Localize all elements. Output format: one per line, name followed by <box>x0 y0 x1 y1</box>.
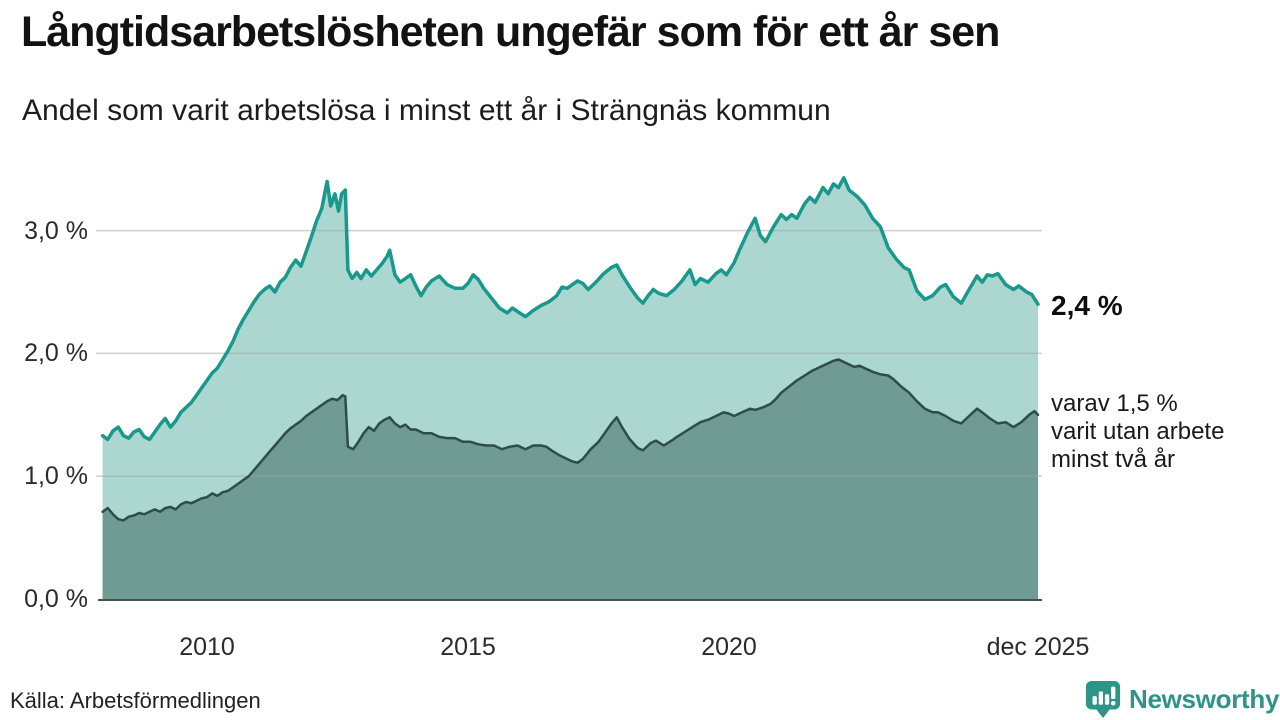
newsworthy-logo-icon <box>1085 680 1121 718</box>
y-axis-label: 3,0 % <box>24 216 88 245</box>
source-note: Källa: Arbetsförmedlingen <box>10 688 261 713</box>
x-axis-label: 2010 <box>179 633 235 661</box>
gridlines <box>96 229 1042 477</box>
series-line-two-year <box>101 358 1040 522</box>
y-axis-label: 1,0 % <box>24 462 88 491</box>
annotation-line: varav 1,5 % <box>1051 390 1178 417</box>
chart-subtitle: Andel som varit arbetslösa i minst ett å… <box>22 94 831 127</box>
annotation-line: minst två år <box>1051 446 1176 473</box>
series-line-total <box>100 176 1040 442</box>
y-axis-label: 0,0 % <box>24 585 88 613</box>
page-title: Långtidsarbetslösheten ungefär som för e… <box>21 8 1000 56</box>
annotation-line: varit utan arbete <box>1051 418 1225 445</box>
x-axis-label: 2015 <box>440 633 496 661</box>
x-axis-label: 2020 <box>701 633 757 661</box>
y-axis-label: 2,0 % <box>24 339 88 368</box>
sub-series-annotation: varav 1,5 % varit utan arbete minst två … <box>1051 390 1224 474</box>
newsworthy-wordmark: Newsworthy <box>1129 683 1280 714</box>
area-fill-two-year <box>102 359 1039 599</box>
newsworthy-brand: Newsworthy <box>1084 679 1279 719</box>
latest-value-label: 2,4 % <box>1051 290 1123 321</box>
x-axis-label: dec 2025 <box>986 633 1090 661</box>
